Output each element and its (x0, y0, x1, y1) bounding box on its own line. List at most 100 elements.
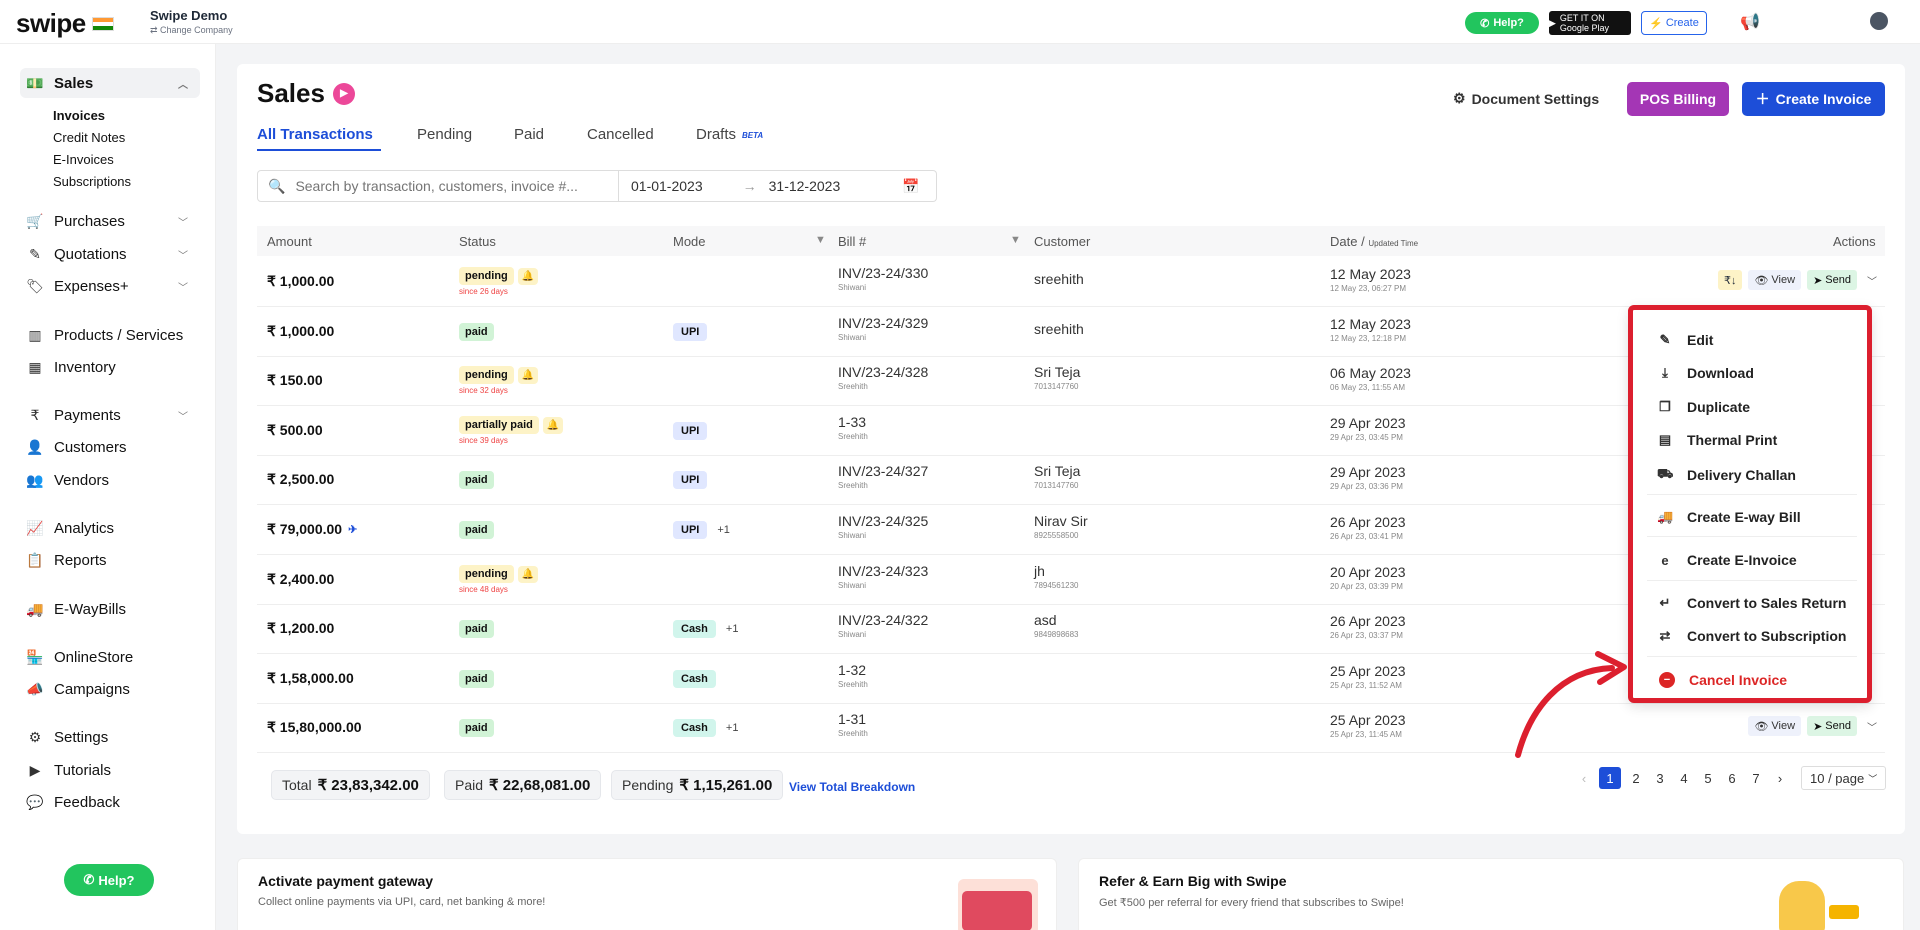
sidebar-subitem-e-invoices[interactable]: E-Invoices (53, 152, 114, 167)
menu-convert-sales-return[interactable]: ↵ Convert to Sales Return (1657, 595, 1847, 611)
bill-cell[interactable]: INV/23-24/328 Sreehith (838, 364, 928, 391)
view-button[interactable]: 👁 View (1748, 716, 1802, 736)
sidebar-item-inventory[interactable]: ▦ Inventory (20, 352, 200, 382)
chevron-down-icon[interactable]: ﹀ (1867, 722, 1877, 734)
company-switcher[interactable]: Swipe Demo ⇄ Change Company (150, 8, 233, 36)
sidebar-item-ewaybills[interactable]: 🚚 E-WayBills (26, 600, 126, 618)
sidebar-item-analytics[interactable]: 📈 Analytics (26, 519, 115, 537)
tab-paid[interactable]: Paid (514, 126, 545, 143)
bill-cell[interactable]: 1-32 Sreehith (838, 662, 868, 689)
customer-cell[interactable]: Sri Teja 7013147760 (1034, 463, 1080, 490)
table-row[interactable]: ₹ 1,000.00 pending 🔔 since 26 days INV/23-… (257, 257, 1885, 307)
sidebar-item-products[interactable]: ▥ Products / Services (20, 320, 200, 350)
bill-cell[interactable]: INV/23-24/323 Shiwani (838, 563, 928, 590)
bell-icon[interactable]: 🔔 (517, 367, 539, 384)
page-1[interactable]: 1 (1599, 767, 1621, 789)
chevron-down-icon[interactable]: ﹀ (1867, 276, 1877, 288)
bill-cell[interactable]: 1-31 Sreehith (838, 711, 868, 738)
bill-cell[interactable]: INV/23-24/329 Shiwani (838, 315, 928, 342)
prev-page-icon[interactable]: ‹ (1581, 770, 1587, 786)
customer-cell[interactable]: jh 7894561230 (1034, 563, 1079, 590)
sidebar-item-purchases[interactable]: 🛒 Purchases ﹀ (26, 212, 188, 230)
sidebar-subitem-invoices[interactable]: Invoices (53, 108, 106, 123)
sidebar-help-button[interactable]: ✆ Help? (64, 864, 154, 896)
menu-create-e-invoice[interactable]: e Create E-Invoice (1657, 552, 1796, 568)
page-4[interactable]: 4 (1680, 770, 1688, 786)
account-icon[interactable] (1870, 12, 1888, 30)
payment-gateway-card[interactable]: Activate payment gateway Collect online … (237, 858, 1057, 930)
sidebar-subitem-credit-notes[interactable]: Credit Notes (53, 130, 126, 145)
sidebar-item-tutorials[interactable]: ▶ Tutorials (20, 755, 200, 785)
record-payment-button[interactable]: ₹↓ (1717, 270, 1743, 290)
page-size-select[interactable]: 10 / page ﹀ (1801, 766, 1887, 790)
create-top-button[interactable]: ⚡ Create (1641, 11, 1707, 35)
bill-cell[interactable]: INV/23-24/322 Shiwani (838, 612, 928, 639)
bill-cell[interactable]: 1-33 Sreehith (838, 414, 868, 441)
table-row[interactable]: ₹ 79,000.00 ✈ paid UPI +1 INV/23-24/325 Shi… (257, 505, 1885, 555)
page-6[interactable]: 6 (1728, 770, 1736, 786)
menu-edit[interactable]: ✎ Edit (1657, 332, 1714, 348)
whatsapp-help-button[interactable]: ✆ Help? (1465, 12, 1539, 34)
change-company-link[interactable]: ⇄ Change Company (150, 25, 233, 35)
menu-thermal-print[interactable]: ▤ Thermal Print (1658, 432, 1778, 448)
bell-icon[interactable]: 🔔 (542, 417, 564, 434)
date-to[interactable]: 31-12-2023 (768, 178, 841, 194)
announcement-icon[interactable]: 📢 (1740, 14, 1760, 31)
table-row[interactable]: ₹ 1,000.00 paid UPI INV/23-24/329 Shiwani… (257, 307, 1885, 357)
calendar-icon[interactable]: 📅 (902, 177, 920, 194)
menu-download[interactable]: ⤓ Download (1657, 365, 1754, 381)
sidebar-item-settings[interactable]: ⚙ Settings (20, 722, 200, 752)
bill-cell[interactable]: INV/23-24/327 Sreehith (838, 463, 928, 490)
google-play-button[interactable]: ▶ GET IT ON Google Play (1549, 11, 1631, 35)
sidebar-item-sales[interactable]: 💵 Sales ︿ (20, 68, 200, 98)
swipe-logo[interactable]: swipe (16, 8, 114, 39)
create-invoice-button[interactable]: ＋ Create Invoice (1742, 82, 1885, 116)
sidebar-item-quotations[interactable]: ✎ Quotations ﹀ (20, 239, 200, 269)
bill-cell[interactable]: INV/23-24/330 Shiwani (838, 265, 928, 292)
tab-all-transactions[interactable]: All Transactions (257, 126, 373, 143)
filter-icon[interactable]: ▼ (815, 234, 826, 246)
view-button[interactable]: 👁 View (1748, 270, 1802, 290)
table-row[interactable]: ₹ 1,58,000.00 paid Cash 1-32 Sreehith 25 … (257, 654, 1885, 704)
view-total-breakdown-link[interactable]: View Total Breakdown (789, 780, 916, 794)
customer-cell[interactable]: sreehith (1034, 321, 1084, 339)
next-page-icon[interactable]: › (1777, 770, 1783, 786)
bill-cell[interactable]: INV/23-24/325 Shiwani (838, 513, 928, 540)
filter-icon[interactable]: ▼ (1010, 234, 1021, 246)
send-button[interactable]: ➤ Send (1807, 716, 1857, 736)
bell-icon[interactable]: 🔔 (517, 268, 539, 285)
customer-cell[interactable]: Sri Teja 7013147760 (1034, 364, 1080, 391)
sidebar-item-customers[interactable]: 👤 Customers (26, 438, 127, 456)
table-row[interactable]: ₹ 15,80,000.00 paid Cash +1 1-31 Sreehith … (257, 703, 1885, 753)
table-row[interactable]: ₹ 1,200.00 paid Cash +1 INV/23-24/322 Shiw… (257, 604, 1885, 654)
send-button[interactable]: ➤ Send (1807, 270, 1857, 290)
page-5[interactable]: 5 (1704, 770, 1712, 786)
sidebar-item-feedback[interactable]: 💬 Feedback (26, 793, 120, 811)
bell-icon[interactable]: 🔔 (517, 566, 539, 583)
play-video-icon[interactable]: ▶ (332, 82, 355, 105)
refer-earn-card[interactable]: Refer & Earn Big with Swipe Get ₹500 per… (1078, 858, 1904, 930)
menu-create-eway-bill[interactable]: 🚚 Create E-way Bill (1657, 509, 1801, 525)
sidebar-item-expenses[interactable]: 🏷 Expenses+ ﹀ (26, 277, 188, 295)
menu-duplicate[interactable]: ❐ Duplicate (1657, 399, 1750, 415)
sidebar-item-onlinestore[interactable]: 🏪 OnlineStore (26, 648, 134, 666)
customer-cell[interactable]: sreehith (1034, 271, 1084, 289)
table-row[interactable]: ₹ 500.00 partially paid 🔔 since 39 days UP… (257, 406, 1885, 456)
search-input[interactable] (295, 178, 606, 194)
page-3[interactable]: 3 (1656, 770, 1664, 786)
pos-billing-button[interactable]: POS Billing (1627, 82, 1729, 116)
menu-cancel-invoice[interactable]: − Cancel Invoice (1659, 672, 1787, 688)
table-row[interactable]: ₹ 2,400.00 pending 🔔 since 48 days INV/23-… (257, 555, 1885, 605)
tab-pending[interactable]: Pending (417, 126, 473, 143)
sidebar-subitem-subscriptions[interactable]: Subscriptions (53, 174, 132, 189)
table-row[interactable]: ₹ 2,500.00 paid UPI INV/23-24/327 Sreehit… (257, 455, 1885, 505)
page-2[interactable]: 2 (1632, 770, 1640, 786)
date-range-picker[interactable]: 01-01-2023 → 31-12-2023 📅 (619, 170, 937, 202)
tab-cancelled[interactable]: Cancelled (587, 126, 654, 143)
menu-delivery-challan[interactable]: ⛟ Delivery Challan (1657, 466, 1796, 483)
sidebar-item-reports[interactable]: 📋 Reports (26, 551, 107, 569)
sidebar-item-campaigns[interactable]: 📣 Campaigns (26, 680, 130, 698)
customer-cell[interactable]: Nirav Sir 8925558500 (1034, 513, 1088, 540)
table-row[interactable]: ₹ 150.00 pending 🔔 since 32 days INV/23-24… (257, 356, 1885, 406)
sidebar-item-vendors[interactable]: 👥 Vendors (26, 471, 110, 489)
